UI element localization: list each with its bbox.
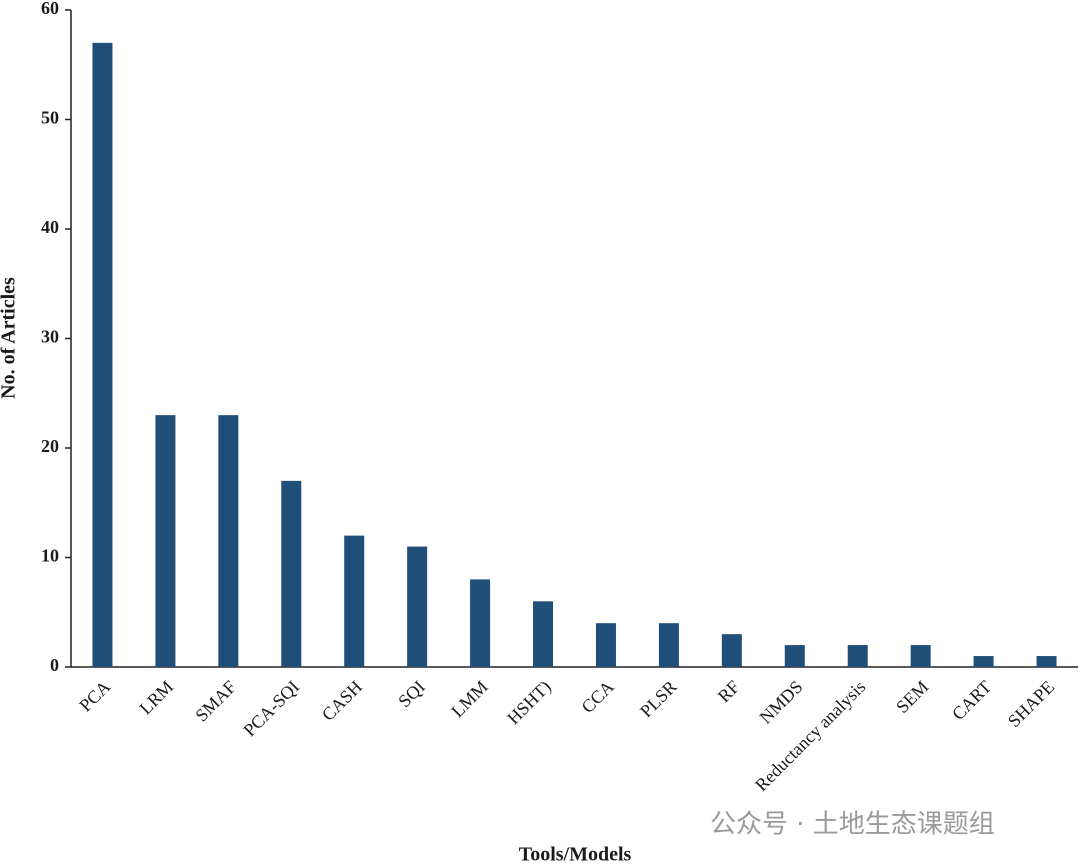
y-tick-label: 50 xyxy=(41,108,59,128)
bar xyxy=(407,546,428,667)
bar xyxy=(155,415,176,667)
bar xyxy=(847,645,868,667)
bar xyxy=(784,645,805,667)
bar xyxy=(721,634,742,667)
y-tick-label: 40 xyxy=(41,217,59,237)
x-tick-label: RF xyxy=(714,677,744,707)
x-tick-label: LRM xyxy=(135,677,177,719)
x-axis-title: Tools/Models xyxy=(519,844,632,866)
x-tick-label: HSHT) xyxy=(503,677,555,729)
x-tick-label: LMM xyxy=(447,677,492,722)
x-tick-label: CASH xyxy=(318,677,366,725)
bar xyxy=(1036,656,1057,667)
bar xyxy=(533,601,554,667)
y-tick-label: 30 xyxy=(41,327,59,347)
watermark: 公众号 · 土地生态课题组 xyxy=(710,810,995,840)
x-tick-label: PCA-SQI xyxy=(239,677,303,741)
bar xyxy=(470,579,491,667)
y-tick-label: 20 xyxy=(41,436,59,456)
x-tick-label: SMAF xyxy=(191,677,240,726)
x-tick-label: CART xyxy=(948,677,995,724)
x-tick-label: SEM xyxy=(892,677,932,717)
bar xyxy=(281,480,302,667)
bar xyxy=(595,623,616,667)
bar xyxy=(92,42,113,668)
y-axis-title: No. of Articles xyxy=(0,277,20,399)
x-tick-label: SQI xyxy=(394,677,429,712)
bar xyxy=(218,415,239,667)
x-tick-label: SHAPE xyxy=(1004,677,1058,731)
bar xyxy=(344,535,365,667)
x-tick-label: NMDS xyxy=(756,677,807,728)
x-tick-label: PCA xyxy=(75,677,114,716)
y-tick-label: 0 xyxy=(50,655,59,675)
bar xyxy=(658,623,679,667)
x-tick-label: CCA xyxy=(577,677,617,717)
bar xyxy=(973,656,994,667)
y-tick-label: 60 xyxy=(41,0,59,18)
y-tick-label: 10 xyxy=(41,546,59,566)
bar xyxy=(910,645,931,667)
x-tick-label: PLSR xyxy=(636,677,681,722)
x-tick-label: Reductancy analysis xyxy=(751,677,869,795)
